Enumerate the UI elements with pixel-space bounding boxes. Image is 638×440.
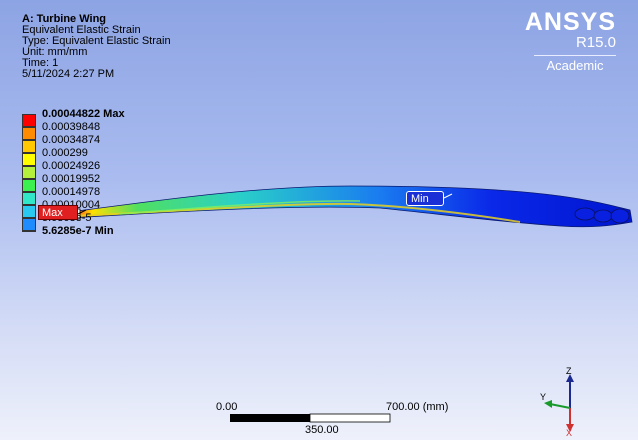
- legend-swatch: [22, 140, 36, 153]
- legend-label: 0.000299: [42, 147, 88, 159]
- logo-divider: [534, 55, 616, 56]
- legend-label: 0.00019952: [42, 173, 101, 185]
- wing-lower-strip-green: [119, 200, 361, 215]
- min-marker[interactable]: Min: [406, 191, 444, 206]
- max-marker[interactable]: Max: [38, 205, 78, 220]
- legend-label: 0.00034874: [42, 134, 101, 146]
- logo-version: R15.0: [575, 34, 616, 51]
- scale-right-label: 700.00 (mm): [386, 401, 449, 413]
- result-type: Type: Equivalent Elastic Strain: [22, 35, 171, 47]
- wing-tip-blob: [574, 207, 596, 221]
- logo-brand: ANSYS: [524, 8, 616, 36]
- coordinate-triad[interactable]: Z Y X: [536, 366, 606, 436]
- legend-label: 0.00014978: [42, 186, 101, 198]
- triad-y-arrow: [544, 400, 552, 408]
- result-unit: Unit: mm/mm: [22, 46, 88, 58]
- wing-tip-blob: [610, 208, 630, 224]
- result-timestamp: 5/11/2024 2:27 PM: [22, 68, 115, 80]
- scale-left-label: 0.00: [216, 401, 238, 413]
- triad-z-label: Z: [566, 366, 572, 376]
- legend-swatch: [22, 231, 36, 232]
- legend-swatch: [22, 114, 36, 127]
- legend-swatch: [22, 153, 36, 166]
- triad-y-label: Y: [540, 392, 546, 402]
- wing-tip-blob: [593, 209, 613, 223]
- triad-x-label: X: [566, 428, 572, 436]
- legend-label: 0.00024926: [42, 160, 101, 172]
- result-name: Equivalent Elastic Strain: [22, 24, 141, 36]
- scale-middle-label: 350.00: [305, 424, 339, 436]
- legend-label: 5.6285e-7 Min: [42, 225, 114, 237]
- min-pointer: [443, 193, 453, 199]
- max-pointer: [77, 209, 87, 215]
- result-info-panel: A: Turbine Wing Equivalent Elastic Strai…: [22, 14, 171, 80]
- model-title: A: Turbine Wing: [22, 13, 107, 25]
- triad-y-axis: [549, 403, 571, 409]
- legend-swatch: [22, 166, 36, 179]
- wing-body: [69, 185, 633, 228]
- triad-z-arrow: [566, 374, 574, 382]
- ansys-logo: ANSYS R15.0 Academic: [525, 10, 616, 73]
- logo-edition: Academic: [546, 58, 604, 73]
- legend-swatch: [22, 205, 36, 218]
- result-time: Time: 1: [22, 57, 59, 69]
- legend-swatch: [22, 179, 36, 192]
- legend-swatch: [22, 218, 36, 231]
- legend-swatch: [22, 127, 36, 140]
- legend-swatch: [22, 192, 36, 205]
- wing-lower-strip: [71, 202, 521, 223]
- triad-x-arrow: [566, 424, 574, 432]
- legend-label: 0.00039848: [42, 121, 101, 133]
- legend-label: 0.00044822 Max: [42, 108, 125, 120]
